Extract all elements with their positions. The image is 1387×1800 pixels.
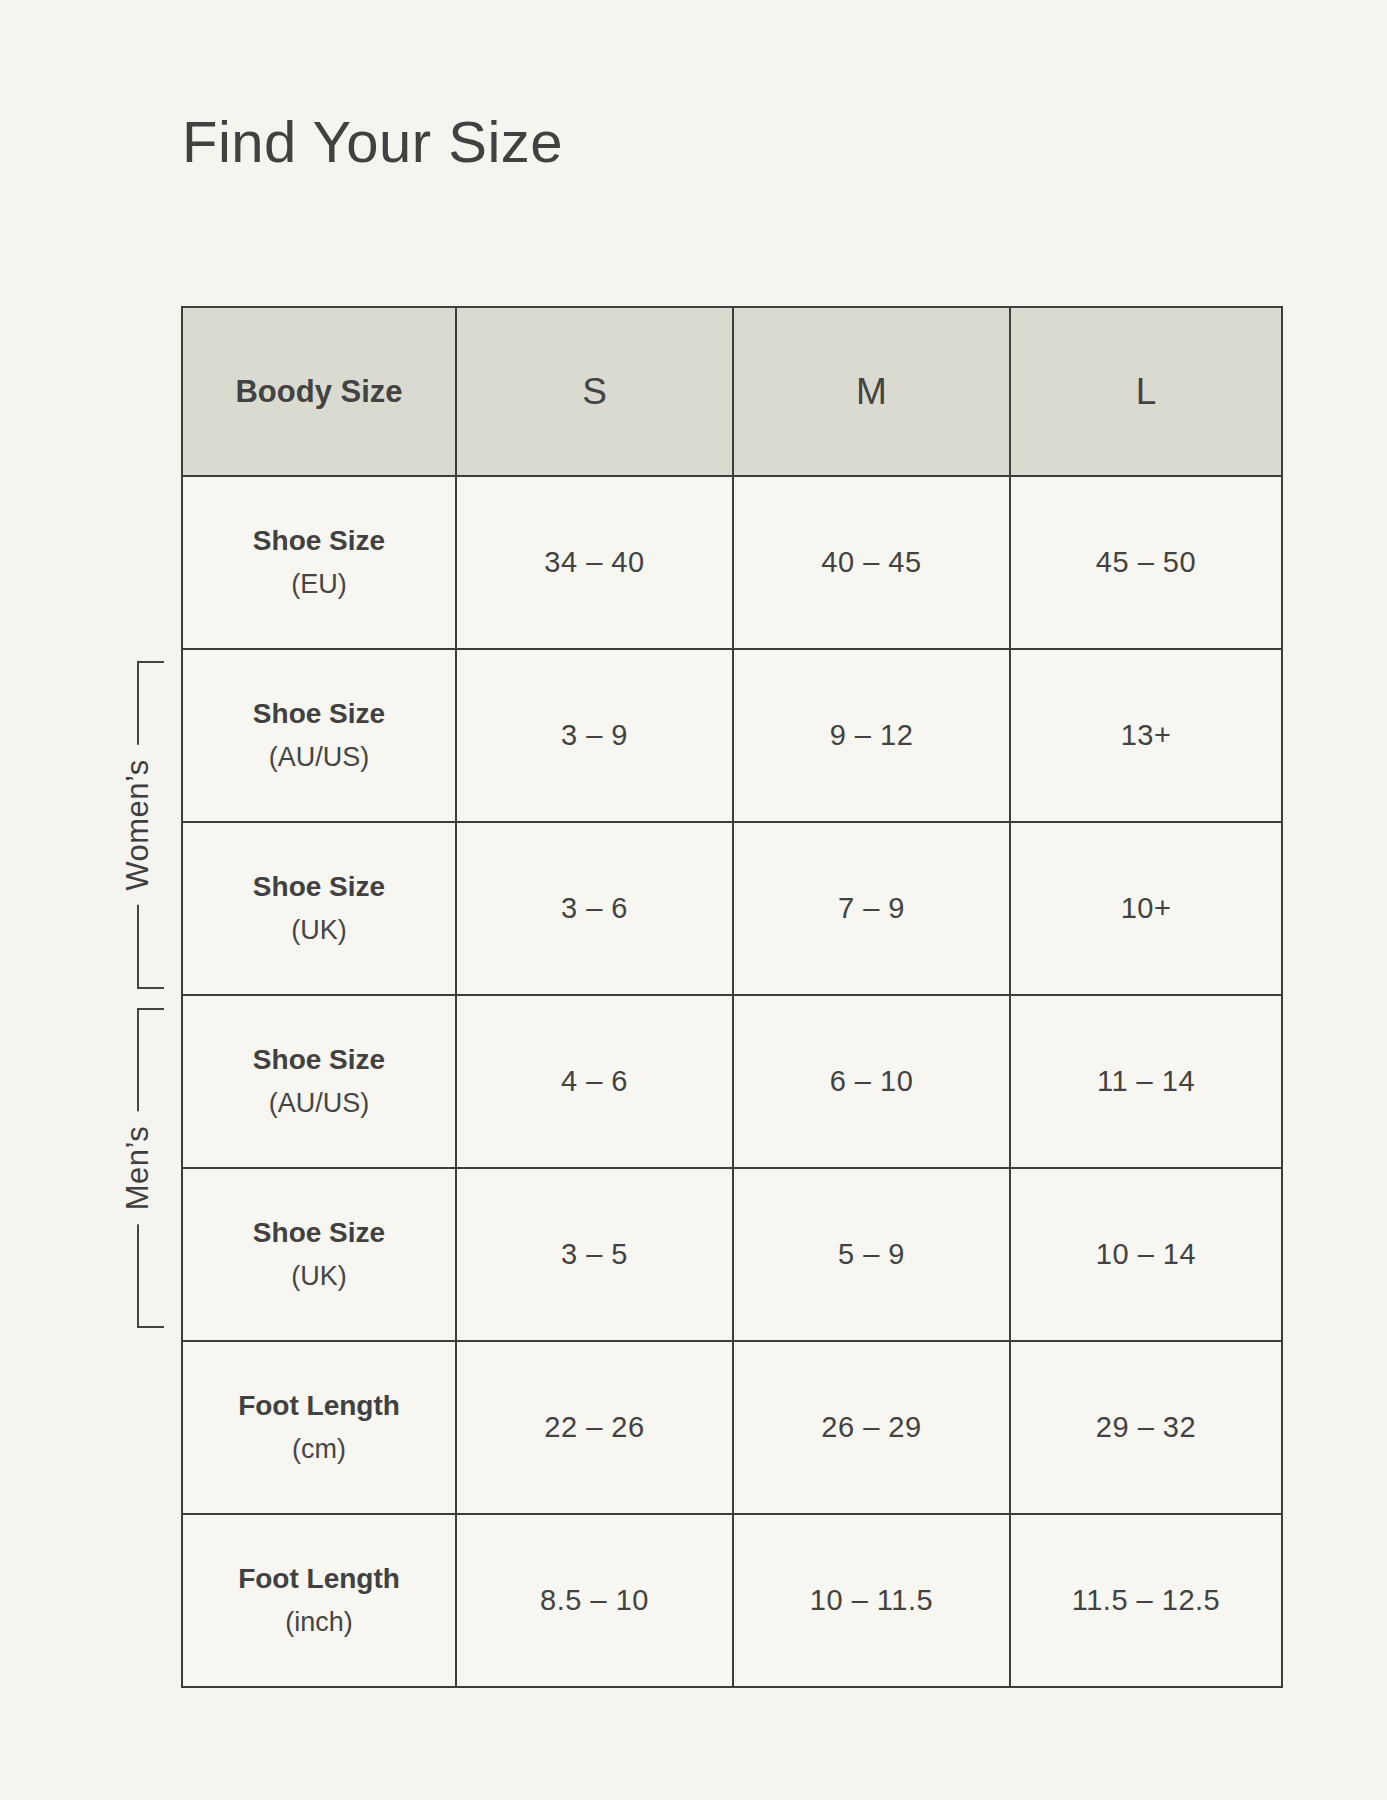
cell-value: 3 – 6 <box>561 892 628 924</box>
header-size-s-label: S <box>582 371 607 412</box>
row-label: Shoe Size <box>183 527 455 555</box>
cell-mens-auus-l: 11 – 14 <box>1010 995 1282 1168</box>
cell-value: 10+ <box>1121 892 1172 924</box>
row-label-cell: Shoe Size (UK) <box>182 822 456 995</box>
row-label-cell: Shoe Size (AU/US) <box>182 649 456 822</box>
table-header-row: Boody Size S M L <box>182 307 1282 476</box>
cell-value: 6 – 10 <box>830 1065 914 1097</box>
cell-footcm-l: 29 – 32 <box>1010 1341 1282 1514</box>
row-mens-shoe-size-auus: Shoe Size (AU/US) 4 – 6 6 – 10 11 – 14 <box>182 995 1282 1168</box>
cell-mens-uk-l: 10 – 14 <box>1010 1168 1282 1341</box>
cell-value: 7 – 9 <box>838 892 905 924</box>
cell-value: 11.5 – 12.5 <box>1072 1584 1220 1616</box>
row-sublabel: (cm) <box>183 1436 455 1463</box>
cell-mens-uk-m: 5 – 9 <box>733 1168 1010 1341</box>
page-title: Find Your Size <box>182 108 563 175</box>
cell-value: 11 – 14 <box>1097 1065 1195 1097</box>
row-mens-shoe-size-uk: Shoe Size (UK) 3 – 5 5 – 9 10 – 14 <box>182 1168 1282 1341</box>
cell-mens-uk-s: 3 – 5 <box>456 1168 733 1341</box>
cell-footinch-s: 8.5 – 10 <box>456 1514 733 1687</box>
row-label-cell: Foot Length (cm) <box>182 1341 456 1514</box>
row-womens-shoe-size-uk: Shoe Size (UK) 3 – 6 7 – 9 10+ <box>182 822 1282 995</box>
cell-eu-l: 45 – 50 <box>1010 476 1282 649</box>
cell-value: 3 – 9 <box>561 719 628 751</box>
cell-footcm-m: 26 – 29 <box>733 1341 1010 1514</box>
header-size-m-label: M <box>856 371 887 412</box>
row-label: Shoe Size <box>183 700 455 728</box>
cell-value: 4 – 6 <box>561 1065 628 1097</box>
cell-womens-uk-m: 7 – 9 <box>733 822 1010 995</box>
row-label: Shoe Size <box>183 1046 455 1074</box>
cell-value: 22 – 26 <box>544 1411 644 1443</box>
cell-value: 8.5 – 10 <box>540 1584 649 1616</box>
cell-value: 45 – 50 <box>1096 546 1196 578</box>
cell-mens-auus-s: 4 – 6 <box>456 995 733 1168</box>
row-sublabel: (AU/US) <box>183 744 455 771</box>
row-foot-length-cm: Foot Length (cm) 22 – 26 26 – 29 29 – 32 <box>182 1341 1282 1514</box>
header-boody-size: Boody Size <box>182 307 456 476</box>
cell-mens-auus-m: 6 – 10 <box>733 995 1010 1168</box>
header-size-m: M <box>733 307 1010 476</box>
cell-value: 10 – 14 <box>1096 1238 1196 1270</box>
cell-value: 29 – 32 <box>1096 1411 1196 1443</box>
cell-womens-uk-s: 3 – 6 <box>456 822 733 995</box>
row-foot-length-inch: Foot Length (inch) 8.5 – 10 10 – 11.5 11… <box>182 1514 1282 1687</box>
row-womens-shoe-size-auus: Shoe Size (AU/US) 3 – 9 9 – 12 13+ <box>182 649 1282 822</box>
cell-value: 10 – 11.5 <box>810 1584 933 1616</box>
row-label-cell: Shoe Size (UK) <box>182 1168 456 1341</box>
row-sublabel: (inch) <box>183 1609 455 1636</box>
mens-group-bracket: Men’s <box>137 1008 164 1328</box>
header-boody-size-label: Boody Size <box>235 374 402 409</box>
cell-womens-uk-l: 10+ <box>1010 822 1282 995</box>
cell-value: 5 – 9 <box>838 1238 905 1270</box>
cell-value: 13+ <box>1121 719 1172 751</box>
cell-footinch-m: 10 – 11.5 <box>733 1514 1010 1687</box>
size-guide-page: Find Your Size Boody Size S M L Shoe Siz… <box>0 0 1387 1800</box>
row-label: Foot Length <box>183 1565 455 1593</box>
cell-value: 34 – 40 <box>544 546 644 578</box>
cell-footcm-s: 22 – 26 <box>456 1341 733 1514</box>
row-sublabel: (EU) <box>183 571 455 598</box>
womens-group-bracket: Women’s <box>137 661 164 989</box>
header-size-s: S <box>456 307 733 476</box>
cell-value: 40 – 45 <box>821 546 921 578</box>
row-label-cell: Shoe Size (EU) <box>182 476 456 649</box>
size-table: Boody Size S M L Shoe Size (EU) 34 – 40 … <box>181 306 1283 1688</box>
cell-eu-m: 40 – 45 <box>733 476 1010 649</box>
row-sublabel: (UK) <box>183 917 455 944</box>
row-label: Foot Length <box>183 1392 455 1420</box>
cell-value: 3 – 5 <box>561 1238 628 1270</box>
row-label: Shoe Size <box>183 1219 455 1247</box>
row-label: Shoe Size <box>183 873 455 901</box>
cell-womens-auus-s: 3 – 9 <box>456 649 733 822</box>
cell-eu-s: 34 – 40 <box>456 476 733 649</box>
row-label-cell: Foot Length (inch) <box>182 1514 456 1687</box>
womens-group-label: Women’s <box>120 745 156 905</box>
row-sublabel: (AU/US) <box>183 1090 455 1117</box>
row-label-cell: Shoe Size (AU/US) <box>182 995 456 1168</box>
mens-group-label: Men’s <box>120 1112 156 1225</box>
header-size-l: L <box>1010 307 1282 476</box>
cell-value: 9 – 12 <box>830 719 914 751</box>
header-size-l-label: L <box>1136 371 1157 412</box>
cell-womens-auus-m: 9 – 12 <box>733 649 1010 822</box>
cell-footinch-l: 11.5 – 12.5 <box>1010 1514 1282 1687</box>
cell-value: 26 – 29 <box>821 1411 921 1443</box>
cell-womens-auus-l: 13+ <box>1010 649 1282 822</box>
row-sublabel: (UK) <box>183 1263 455 1290</box>
row-shoe-size-eu: Shoe Size (EU) 34 – 40 40 – 45 45 – 50 <box>182 476 1282 649</box>
